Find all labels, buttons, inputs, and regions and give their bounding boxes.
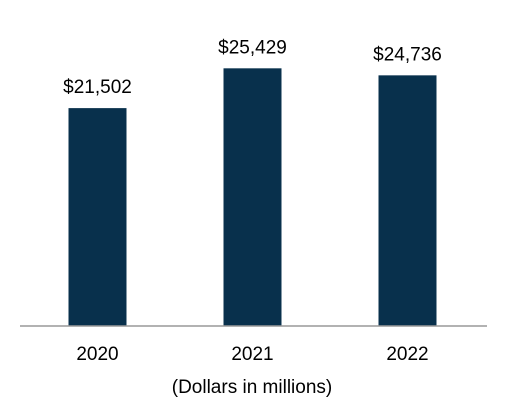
bar bbox=[223, 68, 282, 327]
x-tick-label: 2022 bbox=[386, 344, 428, 365]
value-label: $25,429 bbox=[218, 37, 287, 58]
bar bbox=[378, 75, 437, 327]
x-tick-label: 2021 bbox=[231, 344, 273, 365]
value-label: $24,736 bbox=[373, 44, 442, 65]
value-label: $21,502 bbox=[63, 77, 132, 98]
x-axis-label: (Dollars in millions) bbox=[172, 377, 332, 398]
x-tick-label: 2020 bbox=[76, 344, 118, 365]
bar bbox=[68, 108, 127, 326]
